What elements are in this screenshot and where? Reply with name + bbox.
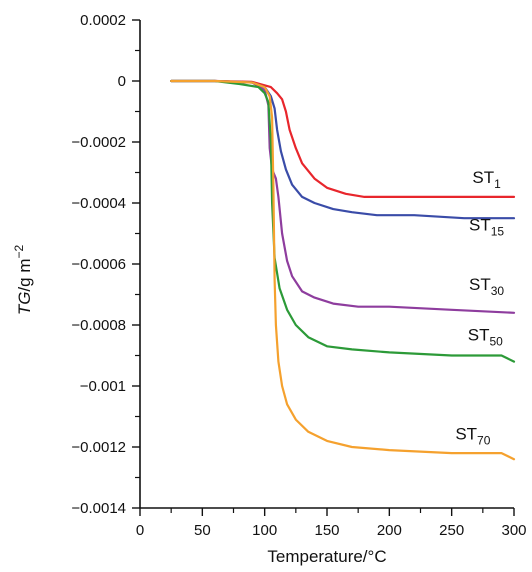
series-line-st70 (170, 79, 516, 461)
x-tick-label: 100 (252, 522, 277, 539)
y-tick-label: −0.001 (80, 378, 126, 395)
y-tick-label: 0 (118, 73, 126, 90)
x-tick-label: 250 (439, 522, 464, 539)
plot-area (170, 79, 516, 461)
y-tick-label: −0.0014 (71, 500, 126, 517)
y-tick-label: −0.0012 (71, 439, 126, 456)
series-label-st15: ST15 (469, 215, 504, 238)
series-label-st30: ST30 (469, 275, 504, 298)
y-axis-title-rest: /g m (15, 259, 34, 292)
y-axis-title: TG/g m−2 (12, 245, 34, 316)
series-label-st1: ST1 (472, 168, 501, 191)
series-label-st50: ST50 (468, 325, 503, 348)
y-tick-label: −0.0004 (71, 195, 126, 212)
series-line-st1 (170, 79, 516, 198)
x-tick-label: 50 (194, 522, 211, 539)
axes: 0.0002 0 −0.0002 −0.0004 −0.0006 −0.0008 −0.00… (71, 12, 526, 539)
y-tick-label: −0.0006 (71, 256, 126, 273)
y-axis-title-sup: −2 (12, 245, 26, 259)
y-tick-label: 0.0002 (80, 12, 126, 29)
x-axis-title: Temperature/°C (267, 547, 386, 566)
y-tick-label: −0.0002 (71, 134, 126, 151)
series-line-st30 (170, 79, 516, 314)
x-tick-label: 150 (314, 522, 339, 539)
y-axis-title-italic: TG (15, 292, 34, 316)
x-tick-label: 200 (377, 522, 402, 539)
series-labels: ST1 ST15 ST30 ST50 ST70 (455, 168, 504, 447)
x-tick-label: 300 (501, 522, 526, 539)
y-tick-label: −0.0008 (71, 317, 126, 334)
x-tick-label: 0 (136, 522, 144, 539)
series-label-st70: ST70 (455, 424, 490, 447)
series-line-st50 (170, 79, 516, 363)
